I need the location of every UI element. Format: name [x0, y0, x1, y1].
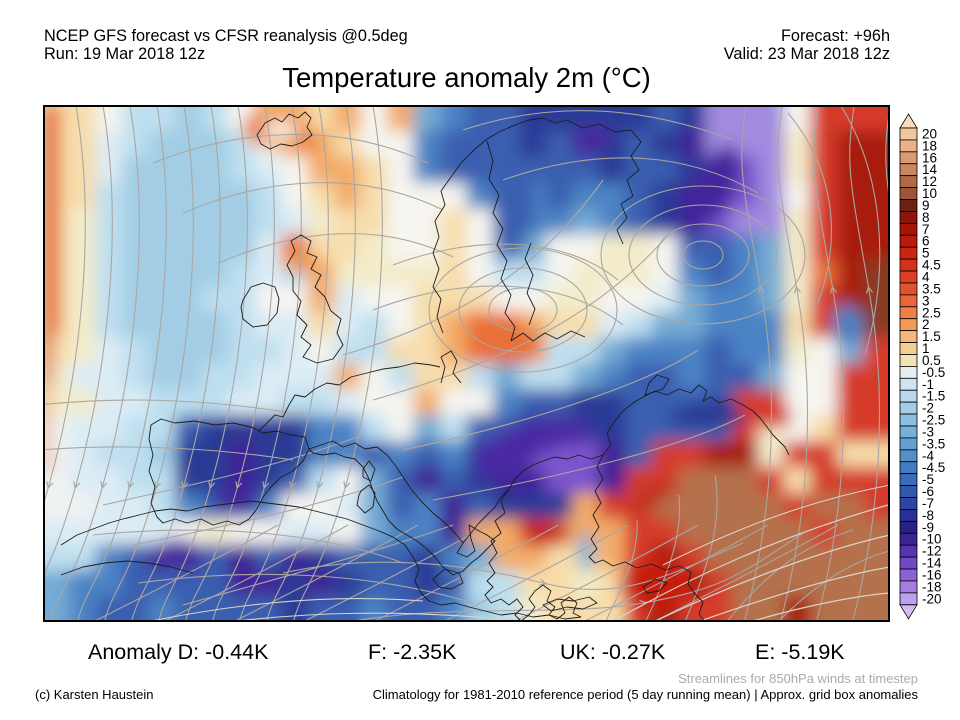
svg-text:-0.5: -0.5 — [922, 365, 945, 380]
svg-text:8: 8 — [922, 210, 930, 225]
svg-text:6: 6 — [922, 234, 930, 249]
svg-text:-5: -5 — [922, 472, 934, 487]
svg-text:-14: -14 — [922, 556, 942, 571]
svg-text:12: 12 — [922, 174, 937, 189]
svg-text:18: 18 — [922, 138, 937, 153]
svg-text:7: 7 — [922, 222, 930, 237]
svg-text:-1: -1 — [922, 377, 934, 392]
svg-text:3: 3 — [922, 293, 930, 308]
svg-text:-9: -9 — [922, 520, 934, 535]
svg-text:1.5: 1.5 — [922, 329, 941, 344]
svg-text:4: 4 — [922, 270, 930, 285]
svg-text:-18: -18 — [922, 579, 942, 594]
svg-text:10: 10 — [922, 186, 937, 201]
svg-text:-3: -3 — [922, 424, 934, 439]
svg-text:5: 5 — [922, 246, 930, 261]
svg-text:-7: -7 — [922, 496, 934, 511]
svg-text:2.5: 2.5 — [922, 305, 941, 320]
svg-text:3.5: 3.5 — [922, 281, 941, 296]
svg-text:-1.5: -1.5 — [922, 389, 945, 404]
svg-text:16: 16 — [922, 150, 937, 165]
svg-text:4.5: 4.5 — [922, 258, 941, 273]
svg-text:-10: -10 — [922, 532, 942, 547]
svg-text:9: 9 — [922, 198, 930, 213]
svg-text:14: 14 — [922, 162, 938, 177]
svg-text:-4: -4 — [922, 448, 934, 463]
svg-text:-20: -20 — [922, 591, 942, 606]
svg-text:20: 20 — [922, 126, 937, 141]
svg-text:-2.5: -2.5 — [922, 413, 945, 428]
svg-text:0.5: 0.5 — [922, 353, 941, 368]
svg-text:-2: -2 — [922, 401, 934, 416]
svg-text:-12: -12 — [922, 544, 942, 559]
svg-text:-16: -16 — [922, 568, 942, 583]
svg-text:-3.5: -3.5 — [922, 436, 945, 451]
svg-text:-4.5: -4.5 — [922, 460, 945, 475]
svg-text:-6: -6 — [922, 484, 934, 499]
svg-text:1: 1 — [922, 341, 930, 356]
svg-text:-8: -8 — [922, 508, 934, 523]
svg-text:2: 2 — [922, 317, 930, 332]
